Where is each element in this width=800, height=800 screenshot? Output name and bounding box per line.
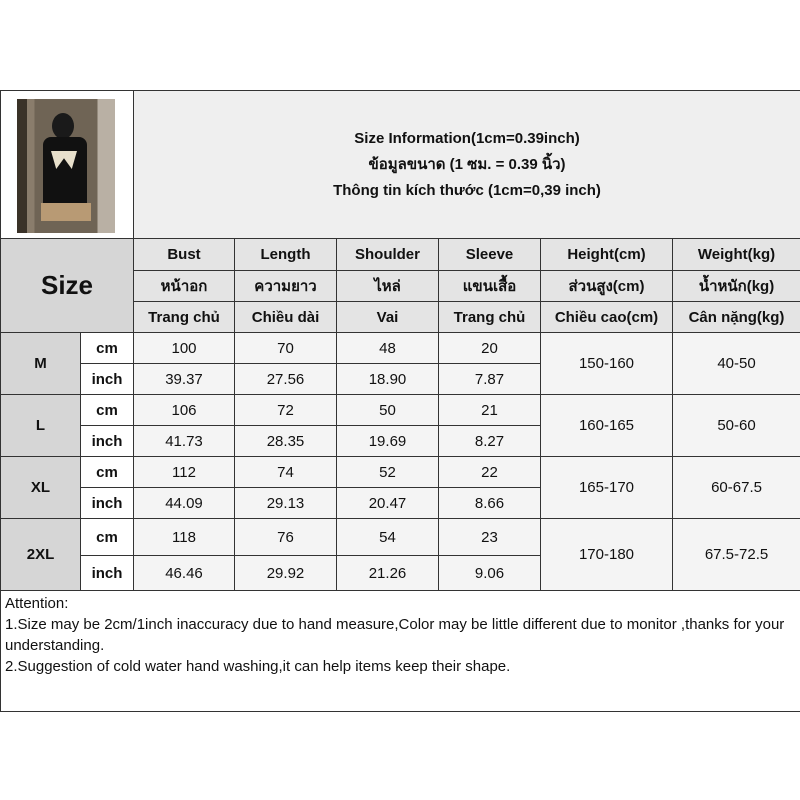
height-range: 170-180 xyxy=(540,518,673,591)
size-row-inch: inch 39.37 27.56 18.90 7.87 xyxy=(1,363,800,395)
header-row-en: Size Bust Length Shoulder Sleeve Height(… xyxy=(0,238,800,333)
col-height-vi: Chiều cao(cm) xyxy=(540,301,673,333)
size-label: 2XL xyxy=(0,518,81,591)
value-inch: 20.47 xyxy=(336,487,439,519)
weight-range: 67.5-72.5 xyxy=(671,518,800,591)
value-cm: 106 xyxy=(133,394,235,426)
value-inch: 41.73 xyxy=(133,425,235,457)
value-inch: 46.46 xyxy=(133,555,235,591)
value-cm: 54 xyxy=(336,518,439,556)
value-cm: 22 xyxy=(438,456,541,488)
value-inch: 8.66 xyxy=(438,487,541,519)
size-info-title: Size Information(1cm=0.39inch) ข้อมูลขนา… xyxy=(132,90,800,239)
unit-cm: cm xyxy=(80,332,134,364)
col-shoulder: Shoulder xyxy=(336,238,439,271)
value-cm: 20 xyxy=(438,332,541,364)
col-weight-th: น้ำหนัก(kg) xyxy=(671,270,800,302)
value-inch: 39.37 xyxy=(133,363,235,395)
height-range: 160-165 xyxy=(540,394,673,457)
unit-inch: inch xyxy=(80,555,134,591)
size-row-cm: XL cm 112 74 52 22 165-170 60-67.5 xyxy=(0,456,800,519)
title-thai: ข้อมูลขนาด (1 ซม. = 0.39 นิ้ว) xyxy=(368,155,566,173)
col-weight: Weight(kg) xyxy=(671,238,800,271)
value-inch: 28.35 xyxy=(234,425,337,457)
weight-range: 40-50 xyxy=(671,332,800,395)
value-cm: 100 xyxy=(133,332,235,364)
col-sleeve: Sleeve xyxy=(438,238,541,271)
value-cm: 112 xyxy=(133,456,235,488)
size-label: XL xyxy=(0,456,81,519)
col-length: Length xyxy=(234,238,337,271)
value-cm: 21 xyxy=(438,394,541,426)
size-row-inch: inch 44.09 29.13 20.47 8.66 xyxy=(1,487,800,519)
weight-range: 60-67.5 xyxy=(671,456,800,519)
col-height-th: ส่วนสูง(cm) xyxy=(540,270,673,302)
attention-heading: Attention: xyxy=(5,595,69,612)
value-inch: 44.09 xyxy=(133,487,235,519)
unit-inch: inch xyxy=(80,363,134,395)
size-row-inch: inch 46.46 29.92 21.26 9.06 xyxy=(1,555,800,591)
value-cm: 23 xyxy=(438,518,541,556)
col-sleeve-th: แขนเสื้อ xyxy=(438,270,541,302)
col-bust-th: หน้าอก xyxy=(133,270,235,302)
weight-range: 50-60 xyxy=(671,394,800,457)
attention-notes: Attention: 1.Size may be 2cm/1inch inacc… xyxy=(0,590,800,712)
col-bust-vi: Trang chủ xyxy=(133,301,235,333)
value-cm: 48 xyxy=(336,332,439,364)
value-inch: 21.26 xyxy=(336,555,439,591)
value-inch: 29.13 xyxy=(234,487,337,519)
col-length-vi: Chiều dài xyxy=(234,301,337,333)
height-range: 165-170 xyxy=(540,456,673,519)
col-length-th: ความยาว xyxy=(234,270,337,302)
col-shoulder-vi: Vai xyxy=(336,301,439,333)
title-vietnamese: Thông tin kích thước (1cm=0,39 inch) xyxy=(333,181,601,199)
value-cm: 72 xyxy=(234,394,337,426)
col-sleeve-vi: Trang chủ xyxy=(438,301,541,333)
size-label: L xyxy=(0,394,81,457)
value-inch: 27.56 xyxy=(234,363,337,395)
value-cm: 50 xyxy=(336,394,439,426)
col-weight-vi: Cân nặng(kg) xyxy=(671,301,800,333)
value-inch: 8.27 xyxy=(438,425,541,457)
value-cm: 74 xyxy=(234,456,337,488)
value-inch: 29.92 xyxy=(234,555,337,591)
header-row-vi: Trang chủ Chiều dài Vai Trang chủ Chiều … xyxy=(1,301,800,333)
product-photo xyxy=(0,90,134,239)
size-header: Size xyxy=(0,238,134,333)
size-label: M xyxy=(0,332,81,395)
attention-line-2: 2.Suggestion of cold water hand washing,… xyxy=(5,658,511,675)
header-row-th: หน้าอก ความยาว ไหล่ แขนเสื้อ ส่วนสูง(cm)… xyxy=(1,270,800,302)
value-cm: 76 xyxy=(234,518,337,556)
value-inch: 7.87 xyxy=(438,363,541,395)
value-cm: 70 xyxy=(234,332,337,364)
title-english: Size Information(1cm=0.39inch) xyxy=(354,129,580,147)
value-inch: 18.90 xyxy=(336,363,439,395)
height-range: 150-160 xyxy=(540,332,673,395)
value-inch: 9.06 xyxy=(438,555,541,591)
col-shoulder-th: ไหล่ xyxy=(336,270,439,302)
value-inch: 19.69 xyxy=(336,425,439,457)
col-bust: Bust xyxy=(133,238,235,271)
value-cm: 118 xyxy=(133,518,235,556)
unit-cm: cm xyxy=(80,518,134,556)
unit-cm: cm xyxy=(80,456,134,488)
size-chart-table: Size Information(1cm=0.39inch) ข้อมูลขนา… xyxy=(0,90,800,712)
size-row-cm: 2XL cm 118 76 54 23 170-180 67.5-72.5 xyxy=(0,518,800,591)
unit-inch: inch xyxy=(80,425,134,457)
unit-inch: inch xyxy=(80,487,134,519)
unit-cm: cm xyxy=(80,394,134,426)
value-cm: 52 xyxy=(336,456,439,488)
size-row-inch: inch 41.73 28.35 19.69 8.27 xyxy=(1,425,800,457)
attention-line-1: 1.Size may be 2cm/1inch inaccuracy due t… xyxy=(5,616,785,654)
col-height: Height(cm) xyxy=(540,238,673,271)
